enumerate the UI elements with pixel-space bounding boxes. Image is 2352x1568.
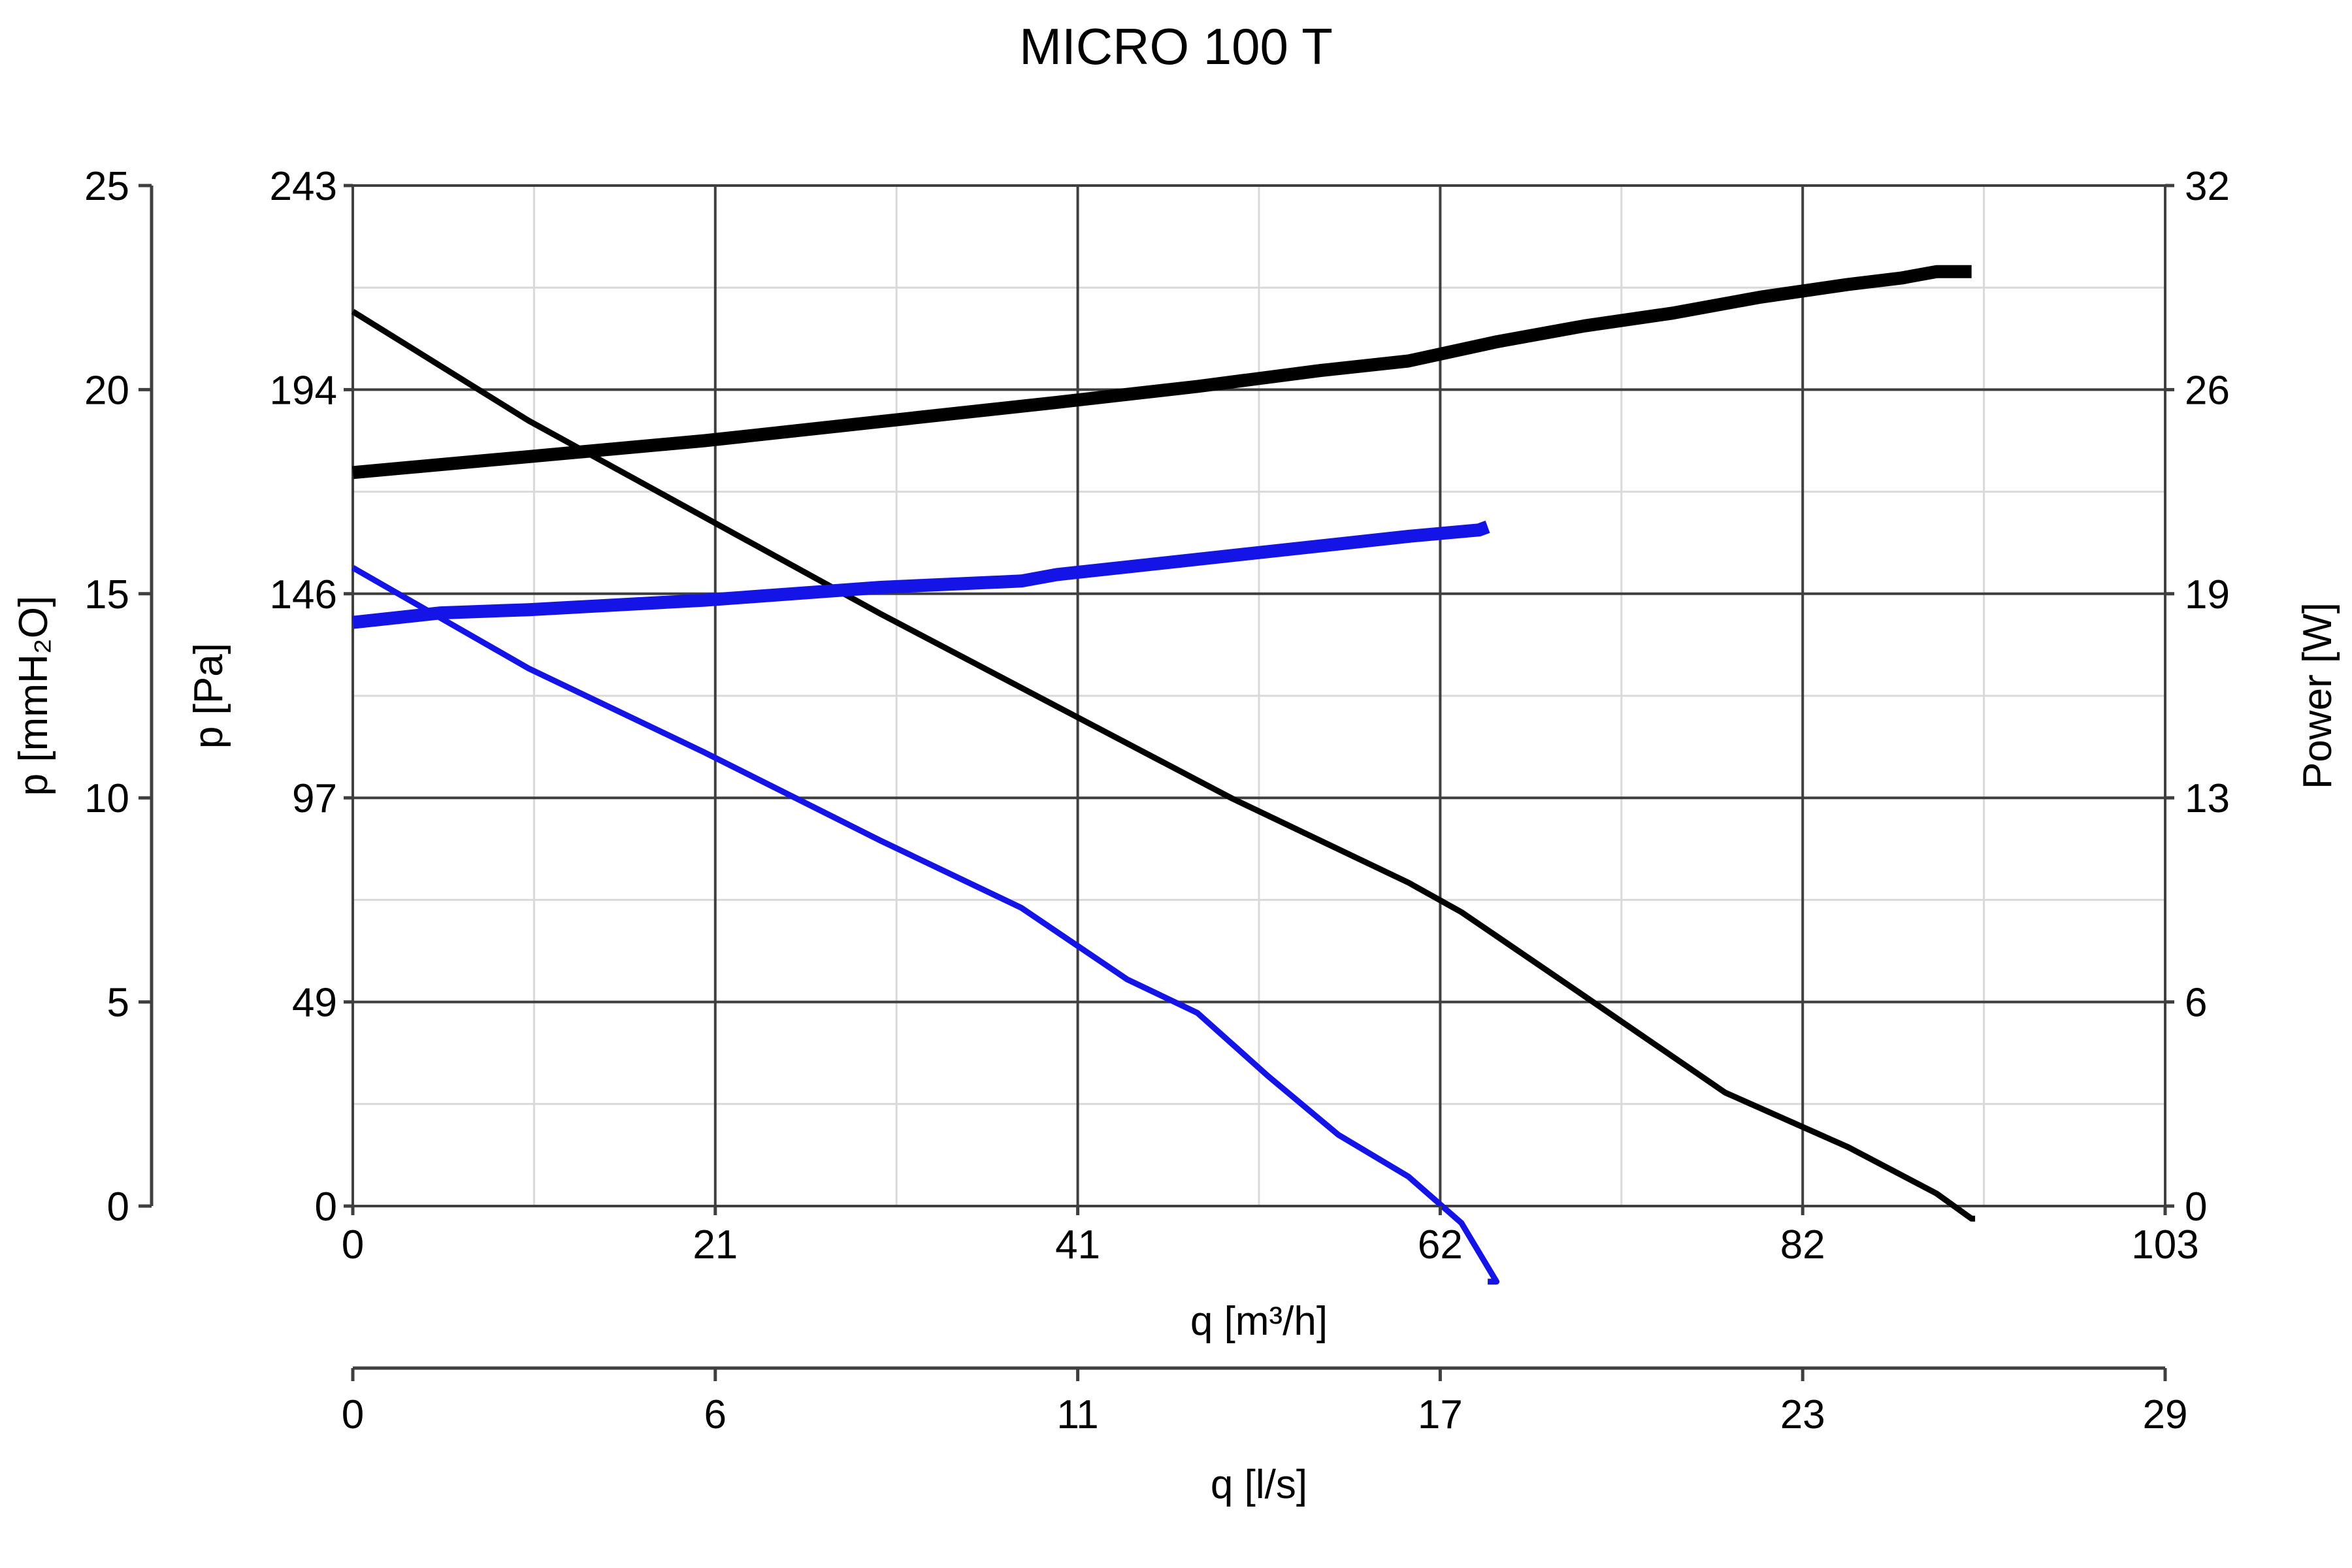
y-pa-tick-label: 243 — [270, 164, 337, 209]
x-tick-label: 21 — [693, 1222, 738, 1267]
x2-tick-label: 23 — [1780, 1392, 1825, 1437]
x2-tick-label: 17 — [1418, 1392, 1463, 1437]
y-pa-tick-label: 0 — [315, 1184, 337, 1230]
y-mmh2o-tick-label: 5 — [107, 981, 129, 1026]
chart-title: MICRO 100 T — [1019, 18, 1333, 75]
y-power-tick-label: 19 — [2185, 572, 2230, 617]
y-power-tick-label: 0 — [2185, 1184, 2207, 1230]
x-tick-label: 82 — [1780, 1222, 1825, 1267]
grid — [353, 186, 2165, 1206]
x2-tick-label: 11 — [1056, 1392, 1098, 1437]
y-pa-tick-label: 194 — [270, 368, 337, 413]
y-power-tick-label: 13 — [2185, 776, 2230, 821]
y-axis-label-pa: p [Pa] — [186, 643, 231, 749]
x2-tick-label: 29 — [2143, 1392, 2188, 1437]
x-tick-label: 0 — [342, 1222, 364, 1267]
y-power-tick-label: 6 — [2185, 981, 2207, 1026]
x2-axis-label: q [l/s] — [1211, 1462, 1307, 1507]
y-power-tick-label: 32 — [2185, 164, 2230, 209]
y-pa-tick-label: 146 — [270, 572, 337, 617]
series-power-line-1 — [352, 265, 1972, 480]
series-pressure-line-2 — [351, 564, 1500, 1285]
x-tick-label: 103 — [2131, 1222, 2198, 1267]
y-power-tick-label: 26 — [2185, 368, 2230, 413]
x2-tick-label: 6 — [704, 1392, 727, 1437]
x-tick-label: 62 — [1418, 1222, 1463, 1267]
y-pa-tick-label: 49 — [292, 981, 337, 1026]
y-axis-label-power: Power [W] — [2295, 602, 2340, 789]
x-axis-label: q [m³/h] — [1190, 1299, 1328, 1344]
plot-frame — [351, 184, 2166, 1207]
y-axis-label-mmh2o: p [mmH₂O] — [11, 596, 56, 796]
y-mmh2o-tick-label: 20 — [84, 368, 129, 413]
y-mmh2o-tick-label: 0 — [107, 1184, 129, 1230]
y-mmh2o-tick-label: 15 — [84, 572, 129, 617]
y-mmh2o-tick-label: 10 — [84, 776, 129, 821]
series-power-line-3 — [351, 520, 1490, 629]
y-pa-tick-label: 97 — [292, 776, 337, 821]
x2-tick-label: 0 — [342, 1392, 364, 1437]
y-mmh2o-tick-label: 25 — [84, 164, 129, 209]
x-tick-label: 41 — [1055, 1222, 1100, 1267]
series-lines — [351, 265, 1976, 1285]
